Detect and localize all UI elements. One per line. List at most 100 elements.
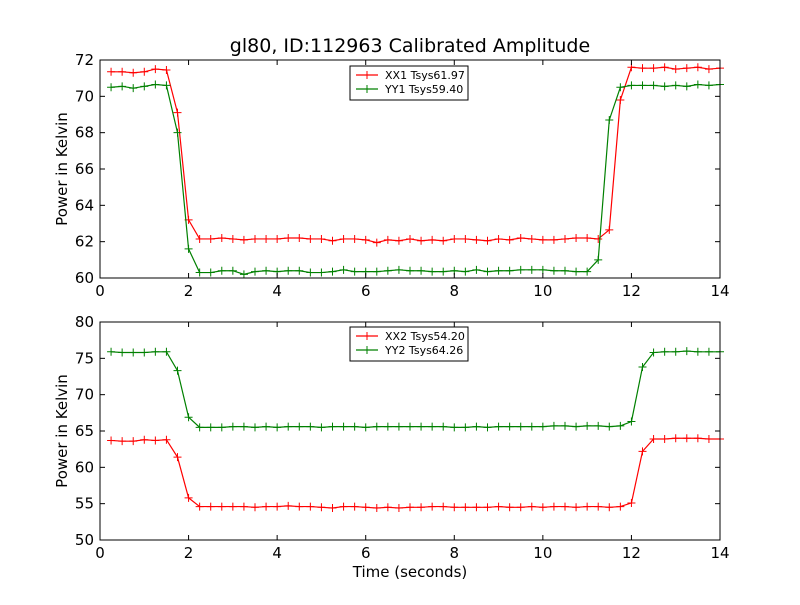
data-point: [505, 422, 514, 431]
data-point: [594, 234, 603, 243]
legend-label: XX2 Tsys54.20: [385, 330, 465, 343]
data-point: [129, 84, 138, 93]
data-point: [605, 422, 614, 431]
data-point: [649, 434, 658, 443]
data-point: [262, 234, 271, 243]
data-point: [284, 501, 293, 510]
data-point: [682, 434, 691, 443]
x-axis: 0 2 4 6 8 10 12 14: [95, 60, 730, 300]
data-point: [527, 422, 536, 431]
data-point: [616, 83, 625, 92]
data-point: [549, 421, 558, 430]
x-tick-label: 4: [272, 544, 282, 562]
data-point: [527, 502, 536, 511]
data-point: [649, 81, 658, 90]
data-point: [239, 502, 248, 511]
data-point: [538, 503, 547, 512]
data-point: [660, 63, 669, 72]
data-point: [195, 502, 204, 511]
y-tick-label: 68: [75, 124, 94, 142]
data-point: [251, 234, 259, 243]
data-point: [583, 267, 592, 276]
data-point: [472, 503, 481, 512]
legend-entry: XX1 Tsys61.97: [356, 69, 465, 82]
data-point: [605, 115, 614, 124]
data-point: [660, 347, 669, 356]
x-tick-label: 14: [710, 544, 729, 562]
data-point: [273, 234, 282, 243]
data-point: [350, 234, 359, 243]
x-tick-label: 6: [361, 282, 371, 300]
data-point: [206, 268, 215, 277]
data-point: [107, 83, 116, 92]
y-tick-label: 70: [75, 386, 94, 404]
plot-panel-2: 0 2 4 6 8 10 12 14 50 55 60 65 70 75 80 Power in Kelvin…: [53, 313, 730, 581]
y-tick-label: 65: [75, 422, 94, 440]
data-point: [527, 234, 536, 243]
data-point: [361, 235, 370, 244]
data-point: [206, 502, 215, 511]
data-point: [406, 266, 414, 275]
data-point: [162, 81, 171, 90]
data-point: [406, 422, 414, 431]
data-point: [239, 235, 248, 244]
legend-label: YY2 Tsys64.26: [384, 344, 463, 357]
data-point: [616, 421, 625, 430]
data-point: [472, 265, 481, 274]
data-point: [538, 235, 547, 244]
data-point: [616, 95, 625, 104]
data-point: [428, 422, 437, 431]
data-point: [339, 234, 348, 243]
legend-marker: [363, 332, 371, 340]
data-point: [317, 234, 326, 243]
series-1: [107, 434, 724, 513]
data-point: [195, 234, 204, 243]
data-point: [273, 423, 282, 432]
data-point: [151, 347, 160, 356]
data-point: [693, 63, 702, 72]
data-point: [461, 503, 470, 512]
x-tick-label: 8: [450, 544, 460, 562]
y-axis: 60 62 64 66 68 70 72: [75, 51, 720, 287]
data-point: [627, 498, 636, 507]
y-tick-label: 60: [75, 458, 94, 476]
data-point: [671, 65, 680, 74]
data-point: [383, 422, 392, 431]
data-point: [649, 348, 658, 357]
data-point: [682, 347, 691, 356]
y-tick-label: 75: [75, 349, 94, 367]
data-point: [693, 80, 702, 89]
data-point: [228, 502, 237, 511]
data-point: [339, 502, 348, 511]
data-point: [118, 67, 127, 76]
data-point: [439, 502, 448, 511]
data-point: [538, 422, 547, 431]
data-point: [151, 80, 160, 89]
y-tick-label: 70: [75, 87, 94, 105]
data-point: [206, 423, 215, 432]
data-point: [328, 504, 337, 513]
data-point: [184, 244, 193, 253]
data-point: [561, 266, 569, 275]
data-point: [251, 423, 259, 432]
data-point: [583, 421, 592, 430]
data-point: [107, 436, 116, 445]
data-point: [704, 81, 713, 90]
data-point: [118, 348, 127, 357]
data-point: [306, 234, 315, 243]
x-tick-label: 14: [710, 282, 729, 300]
legend-marker: [363, 346, 371, 354]
data-point: [350, 422, 359, 431]
data-point: [428, 502, 437, 511]
x-tick-label: 12: [622, 544, 641, 562]
data-point: [406, 234, 414, 243]
data-point: [162, 435, 171, 444]
data-point: [439, 422, 448, 431]
data-point: [704, 434, 713, 443]
data-point: [450, 234, 459, 243]
data-point: [549, 235, 558, 244]
data-point: [372, 504, 381, 513]
